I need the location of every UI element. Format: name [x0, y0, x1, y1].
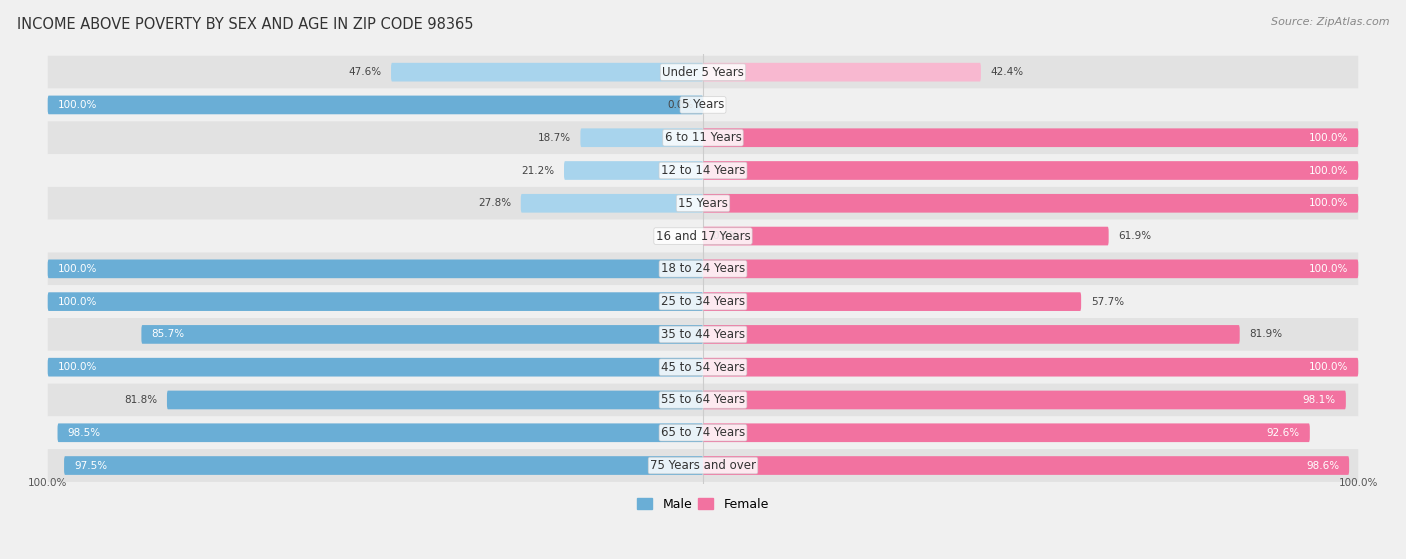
FancyBboxPatch shape: [167, 391, 703, 409]
Text: 65 to 74 Years: 65 to 74 Years: [661, 427, 745, 439]
Text: 100.0%: 100.0%: [58, 264, 97, 274]
Text: 81.8%: 81.8%: [124, 395, 157, 405]
Text: 61.9%: 61.9%: [1118, 231, 1152, 241]
Text: 98.5%: 98.5%: [67, 428, 101, 438]
Text: 12 to 14 Years: 12 to 14 Years: [661, 164, 745, 177]
Text: 21.2%: 21.2%: [522, 165, 554, 176]
Text: 98.6%: 98.6%: [1306, 461, 1340, 471]
Text: 35 to 44 Years: 35 to 44 Years: [661, 328, 745, 341]
Text: 18.7%: 18.7%: [537, 132, 571, 143]
FancyBboxPatch shape: [48, 285, 1358, 318]
Text: 100.0%: 100.0%: [28, 479, 67, 488]
FancyBboxPatch shape: [703, 161, 1358, 180]
FancyBboxPatch shape: [703, 391, 1346, 409]
FancyBboxPatch shape: [48, 318, 1358, 351]
FancyBboxPatch shape: [142, 325, 703, 344]
FancyBboxPatch shape: [48, 351, 1358, 383]
FancyBboxPatch shape: [48, 56, 1358, 88]
FancyBboxPatch shape: [520, 194, 703, 212]
Text: 57.7%: 57.7%: [1091, 297, 1123, 307]
FancyBboxPatch shape: [703, 358, 1358, 377]
Text: 100.0%: 100.0%: [58, 362, 97, 372]
FancyBboxPatch shape: [48, 253, 1358, 285]
Text: 25 to 34 Years: 25 to 34 Years: [661, 295, 745, 308]
FancyBboxPatch shape: [48, 416, 1358, 449]
FancyBboxPatch shape: [48, 154, 1358, 187]
Text: 100.0%: 100.0%: [58, 100, 97, 110]
FancyBboxPatch shape: [48, 96, 703, 114]
Text: 18 to 24 Years: 18 to 24 Years: [661, 262, 745, 276]
Text: 100.0%: 100.0%: [1309, 198, 1348, 209]
Text: 97.5%: 97.5%: [75, 461, 107, 471]
FancyBboxPatch shape: [48, 121, 1358, 154]
FancyBboxPatch shape: [703, 325, 1240, 344]
FancyBboxPatch shape: [48, 187, 1358, 220]
Text: Under 5 Years: Under 5 Years: [662, 65, 744, 79]
Text: 100.0%: 100.0%: [1339, 479, 1378, 488]
Text: 27.8%: 27.8%: [478, 198, 510, 209]
Legend: Male, Female: Male, Female: [633, 493, 773, 516]
FancyBboxPatch shape: [48, 292, 703, 311]
FancyBboxPatch shape: [703, 259, 1358, 278]
Text: Source: ZipAtlas.com: Source: ZipAtlas.com: [1271, 17, 1389, 27]
Text: 55 to 64 Years: 55 to 64 Years: [661, 394, 745, 406]
FancyBboxPatch shape: [65, 456, 703, 475]
Text: 6 to 11 Years: 6 to 11 Years: [665, 131, 741, 144]
FancyBboxPatch shape: [703, 423, 1310, 442]
Text: 100.0%: 100.0%: [1309, 132, 1348, 143]
Text: 81.9%: 81.9%: [1250, 329, 1282, 339]
FancyBboxPatch shape: [564, 161, 703, 180]
Text: 100.0%: 100.0%: [1309, 165, 1348, 176]
FancyBboxPatch shape: [703, 292, 1081, 311]
Text: 42.4%: 42.4%: [991, 67, 1024, 77]
FancyBboxPatch shape: [703, 63, 981, 82]
FancyBboxPatch shape: [48, 220, 1358, 253]
Text: 92.6%: 92.6%: [1267, 428, 1301, 438]
FancyBboxPatch shape: [703, 129, 1358, 147]
FancyBboxPatch shape: [48, 88, 1358, 121]
FancyBboxPatch shape: [58, 423, 703, 442]
FancyBboxPatch shape: [703, 194, 1358, 212]
Text: 15 Years: 15 Years: [678, 197, 728, 210]
FancyBboxPatch shape: [48, 259, 703, 278]
FancyBboxPatch shape: [48, 449, 1358, 482]
Text: 98.1%: 98.1%: [1303, 395, 1336, 405]
Text: 85.7%: 85.7%: [152, 329, 184, 339]
FancyBboxPatch shape: [48, 358, 703, 377]
Text: 0.0%: 0.0%: [666, 100, 693, 110]
Text: 75 Years and over: 75 Years and over: [650, 459, 756, 472]
Text: 5 Years: 5 Years: [682, 98, 724, 111]
Text: 100.0%: 100.0%: [58, 297, 97, 307]
Text: 47.6%: 47.6%: [349, 67, 381, 77]
Text: 0.0%: 0.0%: [713, 231, 740, 241]
FancyBboxPatch shape: [581, 129, 703, 147]
Text: 100.0%: 100.0%: [1309, 264, 1348, 274]
Text: 100.0%: 100.0%: [1309, 362, 1348, 372]
FancyBboxPatch shape: [703, 227, 1109, 245]
Text: 45 to 54 Years: 45 to 54 Years: [661, 361, 745, 373]
Text: 16 and 17 Years: 16 and 17 Years: [655, 230, 751, 243]
FancyBboxPatch shape: [703, 456, 1350, 475]
FancyBboxPatch shape: [391, 63, 703, 82]
Text: INCOME ABOVE POVERTY BY SEX AND AGE IN ZIP CODE 98365: INCOME ABOVE POVERTY BY SEX AND AGE IN Z…: [17, 17, 474, 32]
FancyBboxPatch shape: [48, 383, 1358, 416]
